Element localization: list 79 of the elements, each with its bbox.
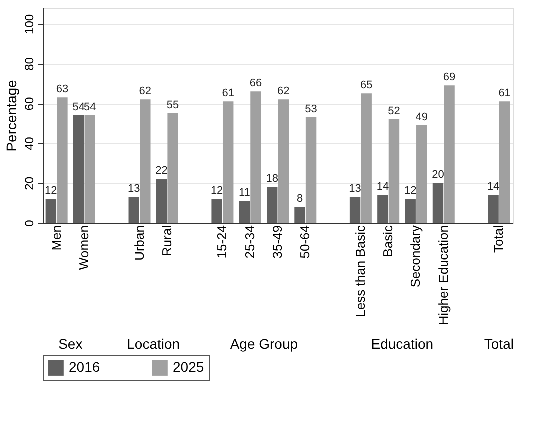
x-tick-label: 35-49 bbox=[270, 226, 285, 259]
text: Sex bbox=[58, 336, 83, 352]
bar bbox=[156, 179, 168, 223]
text: Location bbox=[127, 336, 180, 352]
text: Age Group bbox=[230, 336, 298, 352]
data-label: 14 bbox=[487, 181, 500, 194]
text: Education bbox=[371, 336, 434, 352]
bar bbox=[444, 86, 455, 223]
bar bbox=[378, 195, 388, 223]
bar bbox=[140, 100, 151, 223]
data-label: 66 bbox=[250, 78, 262, 90]
data-label: 54 bbox=[72, 102, 85, 114]
data-label: 49 bbox=[416, 111, 428, 124]
x-tick-label: 15-24 bbox=[214, 226, 230, 259]
data-label: 18 bbox=[266, 173, 278, 186]
bar bbox=[46, 199, 57, 223]
data-label: 52 bbox=[388, 105, 400, 118]
bar bbox=[168, 114, 178, 223]
data-label: 65 bbox=[360, 80, 373, 92]
bar bbox=[499, 102, 510, 223]
data-label: 62 bbox=[278, 86, 290, 98]
y-axis-title: Percentage bbox=[4, 80, 20, 152]
data-label: 20 bbox=[432, 169, 444, 182]
data-label: 13 bbox=[349, 183, 362, 196]
data-label: 55 bbox=[166, 100, 180, 112]
bar bbox=[306, 117, 317, 223]
y-tick-label: 100 bbox=[22, 14, 36, 34]
x-tick-label: Basic bbox=[380, 225, 396, 258]
x-tick-label: Women bbox=[76, 226, 92, 270]
bar bbox=[239, 201, 250, 223]
data-label: 61 bbox=[222, 88, 234, 100]
bar bbox=[84, 116, 96, 223]
text: Total bbox=[484, 336, 514, 352]
data-label: 53 bbox=[305, 103, 318, 116]
data-label: 11 bbox=[239, 187, 250, 200]
bar bbox=[432, 183, 444, 223]
data-label: 13 bbox=[128, 183, 140, 196]
x-tick-label: Less than Basic bbox=[352, 225, 368, 318]
bar bbox=[222, 102, 234, 223]
data-label: 12 bbox=[404, 185, 417, 198]
bar bbox=[405, 199, 416, 223]
y-tick-label: 80 bbox=[22, 57, 36, 71]
x-tick-label: Secondary bbox=[408, 225, 424, 288]
x-tick-label: Higher Education bbox=[436, 226, 451, 326]
y-tick-label: 40 bbox=[22, 136, 36, 151]
bar bbox=[267, 187, 278, 223]
x-tick-label: Total bbox=[491, 225, 506, 253]
bar bbox=[388, 119, 400, 223]
bar bbox=[250, 92, 262, 223]
data-label: 69 bbox=[443, 72, 456, 84]
bar bbox=[57, 98, 68, 223]
data-label: 61 bbox=[498, 88, 511, 100]
y-tick-label: 0 bbox=[22, 220, 36, 227]
x-tick-label: 50-64 bbox=[298, 226, 313, 259]
data-label: 12 bbox=[210, 185, 224, 198]
bar bbox=[212, 199, 222, 223]
bar bbox=[361, 94, 372, 223]
y-tick-label: 20 bbox=[22, 176, 36, 190]
bar bbox=[278, 100, 289, 223]
bar bbox=[416, 125, 428, 223]
bar bbox=[350, 197, 361, 223]
bar bbox=[128, 197, 140, 223]
y-tick-label: 60 bbox=[22, 97, 36, 111]
data-label: 8 bbox=[296, 193, 304, 206]
data-label: 14 bbox=[376, 181, 390, 194]
data-label: 62 bbox=[139, 86, 152, 98]
bar bbox=[294, 207, 306, 223]
x-tick-label: Men bbox=[48, 226, 64, 251]
data-label: 12 bbox=[45, 185, 58, 198]
legend-label: 2016 bbox=[69, 359, 100, 376]
data-label: 63 bbox=[56, 84, 69, 96]
bar bbox=[73, 116, 84, 223]
legend-label: 2025 bbox=[173, 359, 204, 376]
x-tick-label: Rural bbox=[159, 225, 174, 257]
x-tick-label: 25-34 bbox=[242, 226, 258, 259]
bar bbox=[488, 195, 499, 223]
x-tick-label: Urban bbox=[132, 226, 147, 261]
data-label: 22 bbox=[156, 165, 168, 178]
data-label: 54 bbox=[84, 102, 96, 114]
